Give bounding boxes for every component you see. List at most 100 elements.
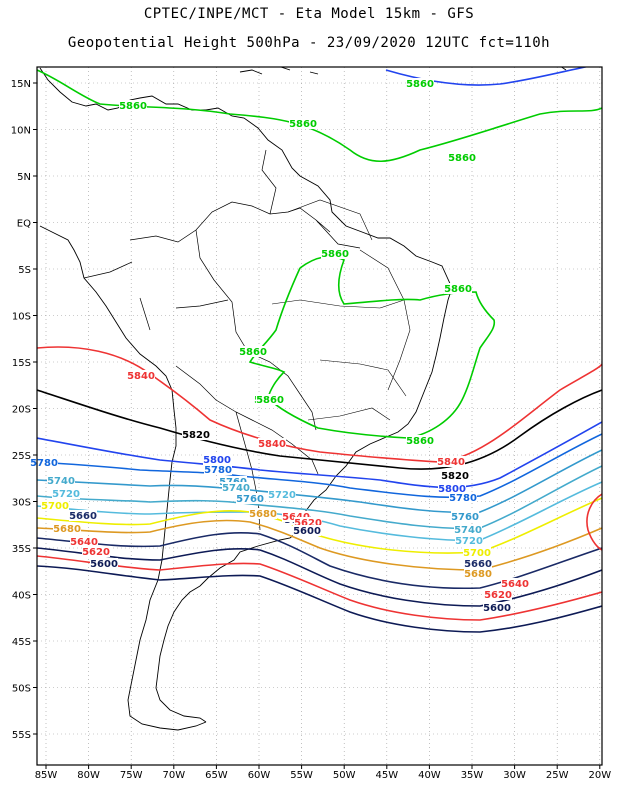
lat-tick-label: 30S [12,498,31,509]
contour-label-5680: 5680 [464,569,492,580]
contour-label-bg [119,100,147,111]
contour-label-5760: 5760 [451,512,479,523]
contour-label-bg [204,464,232,475]
brazil-states [271,199,411,421]
contour-label-bg [82,546,110,557]
contour-label-bg [182,429,210,440]
contour-label-5700: 5700 [463,548,491,559]
title-line-2: Geopotential Height 500hPa - 23/09/2020 … [67,35,551,51]
contour-label-bg [90,558,118,569]
contour-5820 [37,389,602,470]
contour-label-bg [256,394,284,405]
contour-5740 [37,465,602,530]
south-america-coastline [39,67,453,723]
lat-tick-label: 20S [12,405,31,416]
contour-label-5720: 5720 [455,536,483,547]
contour-5780 [37,433,602,499]
contour-label-bg [437,456,465,467]
lat-tick-label: 10S [12,312,31,323]
contour-label-5820: 5820 [441,471,469,482]
contour-label-5860: 5860 [289,119,317,130]
contour-label-bg [484,589,512,600]
contour-label-bg [249,508,277,519]
contour-label-5840: 5840 [258,439,286,450]
contour-label-bg [406,78,434,89]
contour-label-5860: 5860 [444,284,472,295]
contour-label-bg [406,435,434,446]
lat-tick-label: 55S [12,730,31,741]
contour-label-bg [41,500,69,511]
lat-tick-label: 50S [12,684,31,695]
contour-5680 [37,519,602,571]
contour-label-5680: 5680 [249,509,277,520]
lon-tick-label: 60W [248,770,271,781]
lon-tick-label: 25W [546,770,569,781]
map-frame [36,66,603,766]
contour-label-5840: 5840 [437,457,465,468]
lon-tick-label: 80W [77,770,100,781]
contour-label-bg [451,511,479,522]
contour-label-5860: 5860 [239,347,267,358]
contour-labels: 5860586058605860586058605860586058605860… [30,78,529,614]
graticule [37,67,602,765]
contour-label-bg [464,558,492,569]
contour-label-bg [268,489,296,500]
contour-label-5620: 5620 [82,547,110,558]
contour-label-5800: 5800 [438,484,466,495]
contour-label-5800: 5800 [203,455,231,466]
contour-label-bg [464,568,492,579]
lon-tick-label: 70W [162,770,185,781]
lon-tick-label: 30W [503,770,526,781]
contour-label-bg [282,511,310,522]
contour-5600 [37,565,602,633]
contour-label-bg [448,152,476,163]
contour-label-bg [30,457,58,468]
lat-tick-label: 35S [12,544,31,555]
contour-label-bg [47,475,75,486]
contour-label-5620: 5620 [294,518,322,529]
lat-tick-label: 15N [11,79,31,90]
contour-5800-closed [586,493,602,551]
contour-label-bg [483,602,511,613]
contour-label-5660: 5660 [464,559,492,570]
contour-label-bg [70,536,98,547]
contour-label-5860: 5860 [448,153,476,164]
lon-tick-label: 50W [333,770,356,781]
contour-label-bg [239,346,267,357]
contour-5860-ne [385,67,590,86]
lon-tick-label: 40W [418,770,441,781]
contour-label-5760: 5760 [236,494,264,505]
contour-label-5740: 5740 [222,483,250,494]
axis-ticks: 15N 10N 5N EQ 5S 10S 15S 20S 25S 30S 35S 40S 45S 50S 5… [11,79,611,781]
lat-tick-label: 5N [17,172,31,183]
contour-label-5620: 5620 [484,590,512,601]
contour-5620 [37,555,602,621]
lat-tick-label: 10N [11,126,31,137]
contour-5800 [37,421,602,489]
contour-label-bg [289,118,317,129]
contour-5760 [37,449,602,514]
lon-tick-label: 75W [120,770,143,781]
contour-label-5600: 5600 [483,603,511,614]
contour-label-5740: 5740 [454,525,482,536]
contour-label-5780: 5780 [204,465,232,476]
contour-label-bg [438,483,466,494]
contour-label-bg [222,482,250,493]
contour-label-5860: 5860 [406,79,434,90]
contour-label-bg [69,510,97,521]
lat-tick-label: 45S [12,637,31,648]
contour-label-bg [294,517,322,528]
coastlines [39,67,567,731]
lat-tick-label: EQ [17,219,31,230]
contour-label-5860: 5860 [119,101,147,112]
lat-tick-label: 15S [12,358,31,369]
contour-5860-ridge [248,255,496,439]
contour-label-bg [449,492,477,503]
lon-tick-label: 45W [375,770,398,781]
contour-label-bg [441,470,469,481]
contour-label-5640: 5640 [501,579,529,590]
lon-tick-label: 20W [588,770,611,781]
contour-label-bg [219,476,247,487]
contour-label-bg [463,547,491,558]
